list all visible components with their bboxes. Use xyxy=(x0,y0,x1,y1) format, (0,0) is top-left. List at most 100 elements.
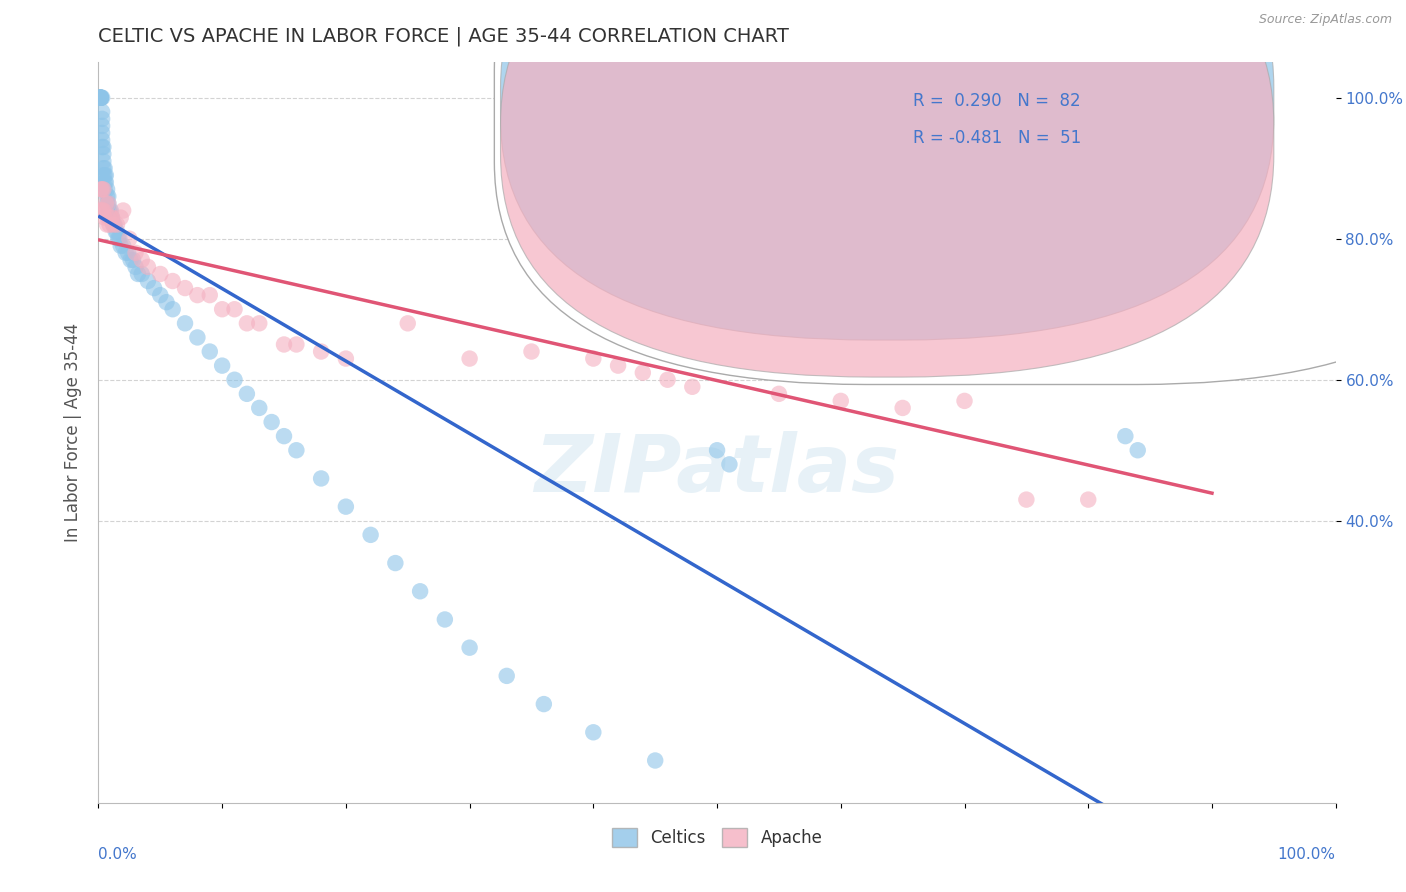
Point xyxy=(93,154,115,169)
Point xyxy=(93,211,115,225)
Point xyxy=(96,218,118,232)
Point xyxy=(100,211,122,225)
Point xyxy=(118,232,141,246)
Point xyxy=(93,140,115,154)
Point xyxy=(93,168,115,182)
Point xyxy=(768,387,790,401)
Point xyxy=(631,366,654,380)
Point xyxy=(162,302,184,317)
Point xyxy=(110,239,132,253)
Point xyxy=(97,196,120,211)
Point xyxy=(1077,492,1099,507)
Point xyxy=(433,612,456,626)
Point xyxy=(495,669,517,683)
Point xyxy=(105,218,128,232)
Point xyxy=(174,281,197,295)
Point xyxy=(124,260,146,274)
Point xyxy=(236,316,259,330)
Point xyxy=(198,344,221,359)
Point xyxy=(89,91,111,105)
FancyBboxPatch shape xyxy=(495,0,1406,384)
Point xyxy=(97,203,120,218)
Point xyxy=(273,337,295,351)
Point xyxy=(582,725,605,739)
Text: Source: ZipAtlas.com: Source: ZipAtlas.com xyxy=(1258,13,1392,27)
Point xyxy=(93,168,115,182)
Point xyxy=(94,196,117,211)
Point xyxy=(198,288,221,302)
Point xyxy=(155,295,177,310)
Point xyxy=(90,91,112,105)
Point xyxy=(89,91,111,105)
Legend: Celtics, Apache: Celtics, Apache xyxy=(605,822,830,854)
Point xyxy=(93,161,115,176)
FancyBboxPatch shape xyxy=(501,0,1274,340)
Text: R = -0.481   N =  51: R = -0.481 N = 51 xyxy=(912,129,1081,147)
Point xyxy=(122,252,145,267)
Point xyxy=(131,267,153,281)
Point xyxy=(97,189,120,203)
Point xyxy=(891,401,914,415)
Point xyxy=(94,175,117,189)
Y-axis label: In Labor Force | Age 35-44: In Labor Force | Age 35-44 xyxy=(63,323,82,542)
Point xyxy=(211,359,233,373)
FancyBboxPatch shape xyxy=(501,0,1274,377)
Point xyxy=(91,126,114,140)
Point xyxy=(120,252,142,267)
Point xyxy=(224,302,246,317)
Point xyxy=(186,288,208,302)
Point xyxy=(91,112,114,126)
Text: 100.0%: 100.0% xyxy=(1278,847,1336,863)
Point xyxy=(260,415,283,429)
Point xyxy=(103,218,125,232)
Text: 0.0%: 0.0% xyxy=(98,847,138,863)
Point xyxy=(94,168,117,182)
Point xyxy=(97,211,120,225)
Point xyxy=(384,556,406,570)
Point xyxy=(706,351,728,366)
Point xyxy=(143,281,166,295)
Point xyxy=(112,239,135,253)
Point xyxy=(112,203,135,218)
Point xyxy=(211,302,233,317)
Point xyxy=(1201,351,1223,366)
Point xyxy=(224,373,246,387)
Point xyxy=(93,203,115,218)
Point xyxy=(409,584,432,599)
Point xyxy=(335,351,357,366)
Point xyxy=(136,274,159,288)
Text: ZIPatlas: ZIPatlas xyxy=(534,431,900,508)
Point xyxy=(97,196,120,211)
Point xyxy=(174,316,197,330)
Point xyxy=(91,203,114,218)
Point xyxy=(105,225,128,239)
Point xyxy=(90,182,112,196)
Point xyxy=(101,211,124,225)
Point xyxy=(93,161,115,176)
Point xyxy=(91,91,114,105)
Point xyxy=(953,393,976,408)
Point xyxy=(127,267,149,281)
Text: CELTIC VS APACHE IN LABOR FORCE | AGE 35-44 CORRELATION CHART: CELTIC VS APACHE IN LABOR FORCE | AGE 35… xyxy=(98,27,789,46)
Point xyxy=(236,387,259,401)
Text: R =  0.290   N =  82: R = 0.290 N = 82 xyxy=(912,92,1080,110)
Point xyxy=(96,196,118,211)
Point xyxy=(706,443,728,458)
Point xyxy=(103,218,125,232)
Point xyxy=(1015,492,1038,507)
Point xyxy=(98,203,121,218)
Point xyxy=(458,640,481,655)
Point xyxy=(285,443,308,458)
Point xyxy=(1114,429,1136,443)
Point xyxy=(607,359,630,373)
Point xyxy=(131,252,153,267)
Point xyxy=(90,91,112,105)
Point xyxy=(107,232,129,246)
Point xyxy=(101,211,124,225)
Point xyxy=(582,351,605,366)
Point xyxy=(1126,443,1149,458)
Point xyxy=(90,91,112,105)
Point xyxy=(91,119,114,133)
Point xyxy=(104,225,127,239)
Point xyxy=(93,175,115,189)
